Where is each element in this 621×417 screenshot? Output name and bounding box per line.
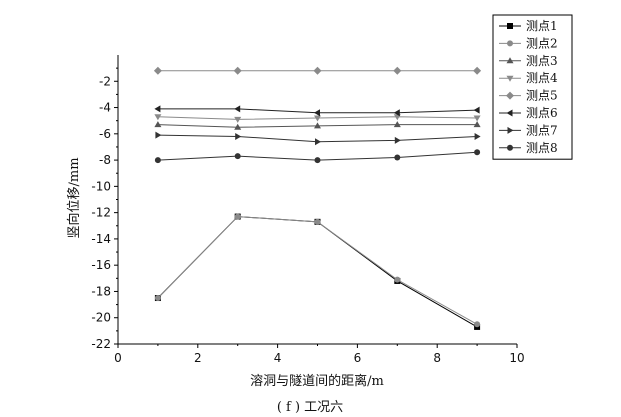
- data-point: [154, 105, 161, 113]
- y-tick-label: -10: [91, 179, 111, 193]
- series-1: [154, 213, 481, 330]
- series-3: [154, 121, 481, 130]
- x-tick-label: 2: [194, 351, 202, 365]
- data-point: [473, 66, 482, 75]
- data-point: [234, 105, 241, 113]
- legend-item: 测点6: [499, 106, 558, 120]
- legend-label: 测点1: [526, 19, 558, 33]
- data-point: [506, 91, 514, 100]
- series-8: [154, 149, 481, 164]
- data-point: [394, 154, 401, 161]
- y-tick-label: -8: [99, 153, 111, 167]
- y-tick-label: -16: [91, 258, 111, 272]
- legend-label: 测点5: [526, 89, 558, 103]
- legend-label: 测点7: [526, 123, 558, 137]
- data-point: [507, 144, 513, 151]
- legend-item: 测点2: [499, 36, 558, 50]
- legend-item: 测点8: [499, 141, 558, 155]
- data-point: [507, 126, 514, 134]
- series-6: [154, 105, 480, 117]
- data-point: [154, 121, 162, 128]
- legend-label: 测点4: [526, 71, 558, 85]
- legend-item: 测点7: [499, 123, 558, 137]
- x-tick-label: 8: [433, 351, 441, 365]
- legend-label: 测点2: [526, 36, 558, 50]
- data-point: [315, 138, 321, 146]
- legend-item: 测点3: [499, 54, 558, 68]
- y-tick-label: -4: [99, 101, 111, 115]
- data-point: [394, 276, 401, 283]
- data-point: [234, 153, 241, 160]
- y-tick-label: -12: [91, 206, 111, 220]
- series-line: [157, 216, 478, 325]
- data-point: [153, 66, 162, 75]
- x-axis-label: 溶洞与隧道间的距离/m: [250, 373, 384, 389]
- y-tick-label: -18: [91, 284, 111, 298]
- data-point: [313, 66, 322, 75]
- series-line: [157, 216, 478, 328]
- data-point: [314, 157, 321, 164]
- y-tick-label: -20: [91, 311, 111, 325]
- data-point: [235, 132, 242, 140]
- data-point: [314, 109, 320, 117]
- data-point: [314, 218, 321, 225]
- data-point: [474, 321, 481, 328]
- y-tick-label: -6: [99, 127, 111, 141]
- data-point: [154, 114, 162, 121]
- x-tick-label: 4: [274, 351, 282, 365]
- data-point: [394, 136, 401, 144]
- data-point: [233, 66, 242, 75]
- data-point: [234, 123, 242, 130]
- legend-label: 测点6: [526, 106, 558, 120]
- data-point: [234, 213, 241, 220]
- x-tick-label: 6: [354, 351, 362, 365]
- figure-caption: ( f ) 工况六: [277, 400, 343, 415]
- data-point: [506, 57, 514, 64]
- data-point: [393, 121, 401, 128]
- data-point: [155, 131, 162, 139]
- data-point: [473, 121, 481, 128]
- data-point: [474, 149, 481, 156]
- axes: 0 2 4 6 8 10 -2 -4 -6 -8 -10 -12 -14 -16 -18 -20 -22: [91, 55, 525, 365]
- legend-label: 测点8: [526, 141, 558, 155]
- data-point: [473, 106, 480, 114]
- data-point: [507, 40, 513, 47]
- legend-label: 测点3: [526, 54, 558, 68]
- data-point: [474, 132, 481, 140]
- series-layer: [153, 66, 482, 330]
- legend: 测点1 测点2 测点3 测点4 测点5 测点6 测点7 测点8: [492, 14, 573, 160]
- data-point: [473, 115, 481, 122]
- y-tick-label: -22: [91, 337, 111, 351]
- y-tick-label: -14: [91, 232, 111, 246]
- series-2: [154, 213, 481, 328]
- data-point: [314, 122, 321, 129]
- y-tick-label: -2: [99, 74, 111, 88]
- data-point: [393, 109, 400, 117]
- series-5: [153, 66, 482, 75]
- data-point: [393, 66, 402, 75]
- data-point: [506, 75, 514, 82]
- series-7: [155, 131, 481, 146]
- legend-item: 测点1: [499, 19, 558, 33]
- data-point: [507, 23, 513, 29]
- legend-item: 测点5: [499, 89, 558, 103]
- legend-item: 测点4: [499, 71, 558, 85]
- x-tick-label: 10: [509, 351, 524, 365]
- data-point: [234, 116, 242, 123]
- x-tick-label: 0: [114, 351, 122, 365]
- legend-box: [492, 14, 573, 160]
- data-point: [314, 115, 321, 122]
- data-point: [506, 109, 513, 117]
- data-point: [154, 157, 161, 164]
- series-4: [154, 114, 481, 123]
- y-axis-label: 竖向位移/mm: [66, 157, 82, 238]
- data-point: [154, 295, 161, 302]
